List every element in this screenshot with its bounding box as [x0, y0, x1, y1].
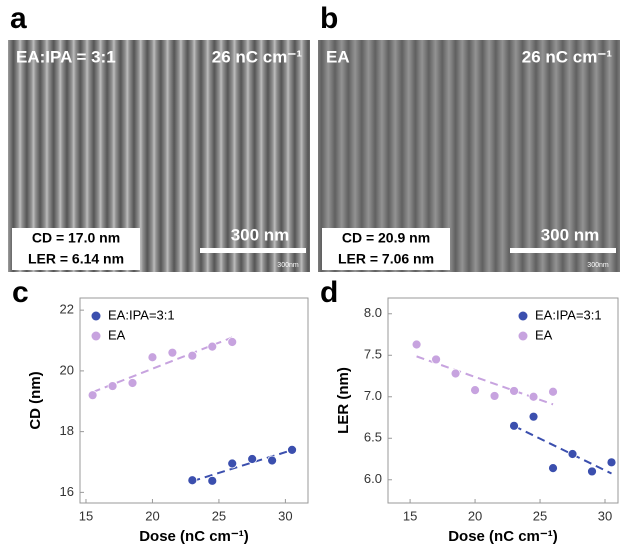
scale-bar-small: 300nm [587, 262, 609, 269]
data-point [528, 391, 539, 402]
y-axis-title: LER (nm) [335, 367, 352, 434]
x-axis-title: Dose (nC cm⁻¹) [448, 528, 558, 545]
data-point [127, 378, 138, 388]
chart: c 15 20 25 30 16 18 20 22 Dose (nC cm⁻¹) CD (nm) EA… [12, 276, 309, 545]
y-tick-label: 8.0 [364, 305, 382, 320]
x-tick-label: 20 [145, 508, 159, 523]
y-tick-label: 7.0 [364, 388, 382, 403]
legend-label: EA [535, 327, 553, 342]
data-point [587, 466, 597, 477]
legend-marker [518, 331, 528, 341]
x-tick-label: 30 [278, 508, 292, 523]
panel-letter: a [10, 2, 27, 35]
data-point [489, 391, 500, 401]
ler-label: LER = 7.06 nm [338, 251, 434, 267]
cd-label: CD = 20.9 nm [342, 230, 430, 246]
data-point [267, 455, 278, 466]
y-tick-label: 7.5 [364, 347, 382, 362]
data-point [87, 390, 98, 401]
scale-bar [200, 248, 306, 253]
data-point [470, 385, 480, 396]
data-point [431, 354, 441, 365]
data-point [187, 350, 198, 361]
data-point [107, 381, 118, 391]
legend-marker [91, 311, 101, 321]
y-tick-label: 6.5 [364, 430, 382, 445]
y-tick-label: 20 [60, 362, 74, 377]
data-point [528, 411, 539, 422]
legend-marker [91, 331, 101, 341]
x-tick-label: 15 [403, 508, 417, 523]
scale-bar-label: 300 nm [231, 225, 290, 244]
panel-letter: c [12, 276, 29, 309]
panel-letter: d [320, 276, 338, 309]
cd-label: CD = 17.0 nm [32, 230, 120, 246]
data-point [509, 420, 519, 431]
y-tick-label: 16 [60, 484, 74, 499]
x-axis-title: Dose (nC cm⁻¹) [139, 528, 249, 545]
y-tick-label: 22 [60, 302, 74, 317]
data-point [287, 444, 297, 455]
dose-label: 26 nC cm⁻¹ [212, 47, 303, 66]
x-tick-label: 25 [533, 508, 547, 523]
plot-frame [79, 297, 309, 504]
data-point [247, 454, 258, 464]
legend-label: EA [108, 327, 126, 342]
x-tick-label: 20 [468, 508, 482, 523]
legend-marker [518, 311, 528, 321]
data-point [548, 463, 558, 474]
data-point [207, 475, 218, 486]
data-point [509, 386, 519, 396]
data-point [567, 449, 578, 459]
sem-images: a EA:IPA = 3:1 26 nC cm⁻¹ CD = 17.0 nm LER =… [8, 2, 620, 272]
data-point [411, 339, 422, 350]
x-tick-label: 15 [79, 508, 93, 523]
data-point [227, 337, 238, 347]
info-box [12, 228, 140, 270]
dose-label: 26 nC cm⁻¹ [522, 47, 613, 66]
legend-label: EA:IPA=3:1 [535, 307, 602, 322]
data-point [450, 368, 461, 379]
legend-label: EA:IPA=3:1 [108, 307, 175, 322]
scale-bar-label: 300 nm [541, 225, 600, 244]
y-tick-label: 18 [60, 423, 74, 438]
condition-label: EA [326, 47, 350, 66]
x-tick-label: 25 [212, 508, 226, 523]
data-point [548, 386, 558, 397]
panel-letter: b [320, 2, 338, 35]
condition-label: EA:IPA = 3:1 [16, 47, 116, 66]
ler-label: LER = 6.14 nm [28, 251, 124, 267]
data-point [147, 352, 158, 363]
x-tick-label: 30 [598, 508, 612, 523]
data-point [227, 458, 238, 469]
y-axis-title: CD (nm) [27, 371, 44, 429]
scale-bar-small: 300nm [277, 262, 299, 269]
data-point [606, 457, 617, 468]
trend-line [192, 449, 293, 483]
plot-frame [387, 297, 619, 504]
trend-line [513, 425, 612, 475]
info-box [322, 228, 450, 270]
data-point [167, 347, 178, 358]
data-point [207, 341, 218, 352]
plots: c 15 20 25 30 16 18 20 22 Dose (nC cm⁻¹) CD (nm) EA… [12, 276, 619, 545]
chart: d 15 20 25 30 6.0 6.5 7.0 7.5 8.0 Dose (nC cm⁻¹) LE… [320, 276, 619, 545]
data-point [187, 475, 198, 486]
y-tick-label: 6.0 [364, 471, 382, 486]
scale-bar [510, 248, 616, 253]
